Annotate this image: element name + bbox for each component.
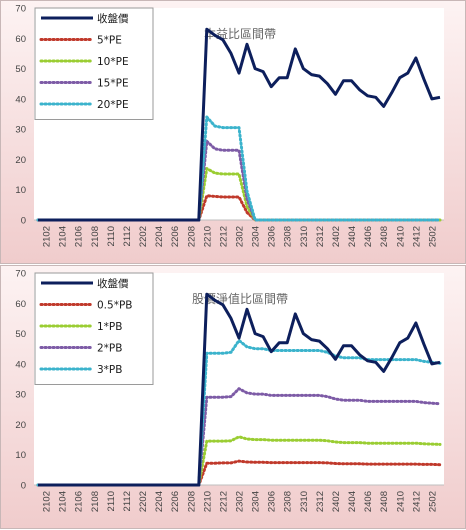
pe-x-tick-label: 2206: [170, 226, 181, 247]
pb-x-tick-label: 2312: [315, 491, 326, 512]
pb-x-tick-label: 2302: [235, 491, 246, 512]
pe-band-chart: 0 10 20 30 40 50 60 70 2102 2104 2106 2108 2110 2112 2…: [0, 0, 466, 264]
pb-x-tick-label: 2104: [58, 491, 69, 512]
pe-x-tick-label: 2208: [186, 226, 197, 247]
pe-x-tick-label: 2312: [315, 226, 326, 247]
pe-y-tick-label: 20: [15, 155, 26, 166]
pb-x-tick-label: 2102: [42, 491, 53, 512]
pe-x-tick-label: 2412: [411, 226, 422, 247]
pb-band-chart-panel: 0 10 20 30 40 50 60 70 2102 2104 2106 2108 2110 2112 2…: [0, 265, 466, 530]
pb-x-tick-label: 2110: [106, 491, 117, 511]
pb-band-chart: 0 10 20 30 40 50 60 70 2102 2104 2106 2108 2110 2112 2…: [0, 265, 466, 529]
pe-x-tick-label: 2304: [251, 226, 262, 247]
pe-x-tick-label: 2406: [363, 226, 374, 247]
pe-x-tick-label: 2202: [138, 226, 149, 247]
pe-x-tick-label: 2408: [379, 226, 390, 247]
pe-x-tick-label: 2310: [299, 226, 310, 247]
pe-x-tick-label: 2306: [267, 226, 278, 247]
pe-x-tick-label: 2110: [106, 226, 117, 246]
pe-y-tick-label: 30: [15, 125, 26, 136]
pe-y-tick-label: 50: [15, 64, 26, 75]
pb-x-tick-label: 2310: [299, 491, 310, 512]
pe-y-tick-label: 10: [15, 185, 26, 196]
pe-y-tick-label: 0: [21, 216, 26, 227]
pb-y-tick-label: 60: [15, 299, 26, 310]
pb-x-tick-label: 2210: [202, 491, 213, 512]
pb-x-tick-label: 2212: [218, 491, 229, 512]
pb-x-tick-label: 2412: [411, 491, 422, 512]
pe-x-tick-label: 2502: [427, 226, 438, 247]
pb-x-tick-label: 2502: [427, 491, 438, 512]
pb-x-tick-label: 2112: [122, 491, 133, 511]
pb-x-tick-label: 2304: [251, 491, 262, 512]
pe-x-tick-label: 2410: [395, 226, 406, 247]
pe-x-tick-label: 2402: [331, 226, 342, 247]
pe-legend-label-3: 15*PE: [97, 78, 129, 90]
pb-x-tick-label: 2410: [395, 491, 406, 512]
pe-y-tick-label: 70: [15, 4, 26, 15]
pb-x-tick-label: 2402: [331, 491, 342, 512]
pe-x-tick-label: 2308: [283, 226, 294, 247]
pe-x-tick-label: 2302: [235, 226, 246, 247]
pe-x-tick-label: 2210: [202, 226, 213, 247]
pb-x-tick-label: 2208: [186, 491, 197, 512]
pe-chart-title: 本益比區間帶: [204, 27, 276, 41]
pb-y-tick-label: 50: [15, 329, 26, 340]
pb-x-tick-label: 2404: [347, 491, 358, 512]
pb-legend-label-2: 1*PB: [97, 321, 122, 333]
pb-legend-label-4: 3*PB: [97, 364, 122, 376]
pb-x-tick-label: 2406: [363, 491, 374, 512]
pb-x-tick-label: 2204: [154, 491, 165, 512]
pb-x-tick-label: 2106: [74, 491, 85, 512]
pe-x-tick-label: 2106: [74, 226, 85, 247]
pe-x-tick-label: 2108: [90, 226, 101, 247]
pb-x-tick-label: 2202: [138, 491, 149, 512]
pb-legend-label-1: 0.5*PB: [97, 300, 132, 312]
pe-x-tick-label: 2112: [122, 226, 133, 246]
pb-y-tick-label: 0: [21, 481, 26, 492]
pe-series-line-0: [38, 27, 441, 222]
pb-y-tick-label: 70: [15, 269, 26, 280]
pe-y-tick-label: 40: [15, 94, 26, 105]
pe-legend-label-2: 10*PE: [97, 56, 129, 68]
pb-x-tick-label: 2408: [379, 491, 390, 512]
pe-legend-label-4: 20*PE: [97, 99, 129, 111]
pe-legend-label-0: 收盤價: [97, 12, 129, 25]
pb-x-tick-label: 2306: [267, 491, 278, 512]
pe-y-tick-label: 60: [15, 34, 26, 45]
pe-legend-label-1: 5*PE: [97, 35, 122, 47]
pb-x-tick-label: 2206: [170, 491, 181, 512]
pb-y-tick-label: 20: [15, 420, 26, 431]
pb-legend-label-0: 收盤價: [97, 277, 129, 290]
pb-y-tick-label: 30: [15, 390, 26, 401]
pb-legend: [34, 272, 154, 385]
pe-x-tick-label: 2212: [218, 226, 229, 247]
pb-legend-label-3: 2*PB: [97, 343, 122, 355]
pb-x-tick-label: 2108: [90, 491, 101, 512]
pe-x-tick-label: 2104: [58, 226, 69, 247]
pb-series-line-0: [38, 292, 441, 487]
pe-x-tick-label: 2102: [42, 226, 53, 247]
pe-x-tick-label: 2404: [347, 226, 358, 247]
pe-legend: [34, 7, 154, 120]
pb-y-tick-label: 40: [15, 359, 26, 370]
pe-x-tick-label: 2204: [154, 226, 165, 247]
pe-band-chart-panel: 0 10 20 30 40 50 60 70 2102 2104 2106 2108 2110 2112 2…: [0, 0, 466, 264]
pb-y-tick-label: 10: [15, 450, 26, 461]
pb-x-tick-label: 2308: [283, 491, 294, 512]
